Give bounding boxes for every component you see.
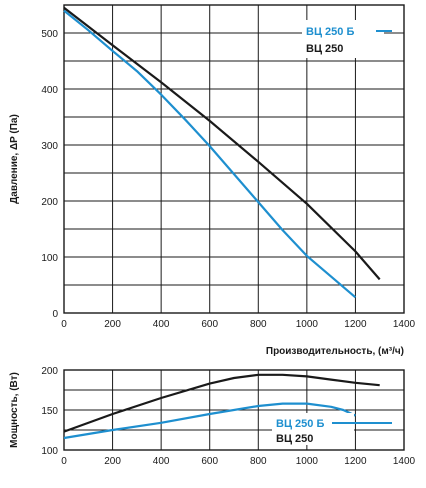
series-line-vc250-power: [63, 373, 380, 433]
legend-label: ВЦ 250: [276, 433, 313, 445]
x-tick-label: 200: [104, 456, 121, 467]
x-tick-label: 400: [153, 319, 170, 330]
x-tick-label: 800: [250, 319, 267, 330]
y-tick-label: 300: [41, 141, 58, 152]
y-tick-label: 200: [41, 197, 58, 208]
y-tick-label: 500: [41, 29, 58, 40]
y-tick-label: 100: [41, 253, 58, 264]
pressure-chart: 0 200 400 600 800 1000 1200 1400 0 100 200 300 400 50…: [9, 4, 416, 357]
x-tick-label: 600: [201, 319, 218, 330]
y-tick-label: 200: [41, 366, 58, 377]
x-tick-label: 1200: [344, 456, 367, 467]
x-tick-label: 1200: [344, 319, 367, 330]
legend-label: ВЦ 250: [306, 43, 343, 55]
x-tick-label: 1000: [296, 456, 319, 467]
legend-box-pressure: [302, 20, 384, 58]
x-tick-label: 600: [201, 456, 218, 467]
power-chart: 0 200 400 600 800 1000 1200 1400 100 150 200 Мощнос…: [9, 366, 416, 467]
x-tick-label: 0: [61, 456, 67, 467]
y-axis-label: Давление, ΔP (Па): [9, 114, 20, 204]
y-tick-label: 0: [52, 309, 58, 320]
x-axis-label: Производительность, (м³/ч): [266, 346, 404, 357]
plot-frame-power: [63, 369, 405, 451]
y-tick-label: 100: [41, 446, 58, 457]
x-tick-label: 1400: [393, 319, 416, 330]
series-line-vc250b-pressure: [63, 9, 357, 299]
y-tick-label: 400: [41, 85, 58, 96]
y-axis-label: Мощность, (Вт): [9, 372, 20, 448]
series-line-vc250b-power: [63, 402, 356, 440]
legend-label: ВЦ 250 Б: [276, 418, 324, 430]
plot-frame-pressure: [63, 4, 405, 314]
x-tick-label: 0: [61, 319, 67, 330]
legend-label: ВЦ 250 Б: [306, 26, 354, 38]
y-tick-label: 150: [41, 406, 58, 417]
x-tick-label: 1400: [393, 456, 416, 467]
series-line-vc250-pressure: [63, 6, 381, 281]
x-tick-label: 200: [104, 319, 121, 330]
legend-box-power: [272, 413, 354, 445]
x-tick-label: 1000: [296, 319, 319, 330]
x-tick-label: 400: [153, 456, 170, 467]
x-tick-label: 800: [250, 456, 267, 467]
